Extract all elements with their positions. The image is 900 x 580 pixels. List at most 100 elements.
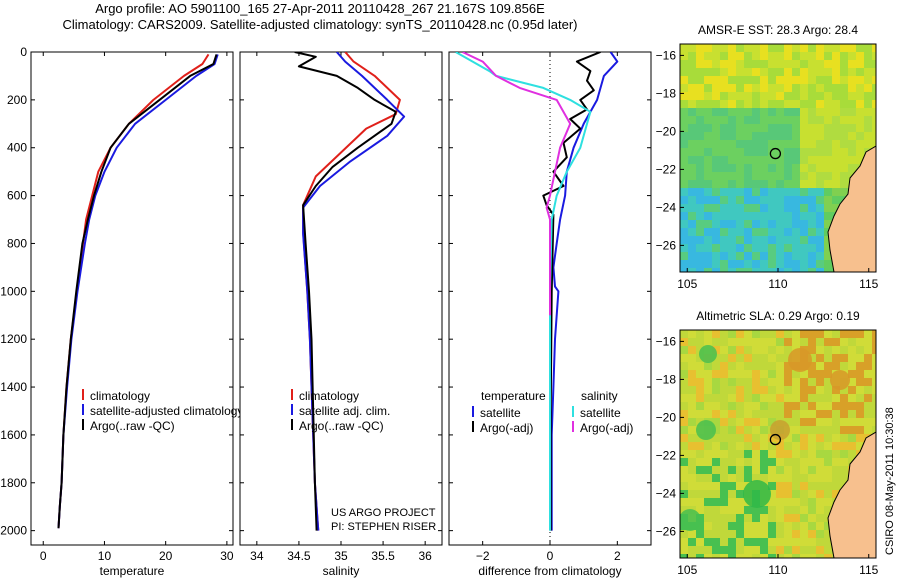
sla_map-cell <box>712 538 720 546</box>
sla_map-cell <box>824 458 832 466</box>
sst_map-cell <box>760 108 768 116</box>
sst_map-cell <box>720 156 728 164</box>
sla_map-cell <box>808 402 816 410</box>
sla_map-cell <box>736 354 744 362</box>
difference-legend-title: temperature <box>481 389 546 403</box>
sst_map-cell <box>792 268 800 272</box>
sst_map-cell <box>688 204 696 212</box>
sst_map-cell <box>824 132 832 140</box>
sst_map-cell <box>776 140 784 148</box>
sst_map-cell <box>704 140 712 148</box>
sla_map-cell <box>752 474 760 482</box>
sla_map-cell <box>824 530 832 538</box>
sla_map-cell <box>712 394 720 402</box>
sst_map-cell <box>824 252 832 260</box>
sst_map-cell <box>696 180 704 188</box>
sla_map-cell <box>760 530 768 538</box>
sla_map-cell <box>712 466 720 474</box>
sst_map-cell <box>688 100 696 108</box>
sla_map-cell <box>728 330 736 338</box>
sst_map-cell <box>752 220 760 228</box>
sst_map-cell <box>760 84 768 92</box>
sst_map-cell <box>872 100 876 108</box>
sst_map-cell <box>824 244 832 252</box>
sla_map-cell <box>696 370 704 378</box>
sst_map-cell <box>720 148 728 156</box>
sst_map-cell <box>704 204 712 212</box>
sst_map-cell <box>824 268 832 272</box>
sst_map-cell <box>688 196 696 204</box>
sst_map-cell <box>736 68 744 76</box>
sla_map-cell <box>712 506 720 514</box>
sst_map-cell <box>776 244 784 252</box>
sla_map-cell <box>728 482 736 490</box>
sst_map-cell <box>792 212 800 220</box>
sla_map-cell <box>736 410 744 418</box>
sst_map-cell <box>840 188 848 196</box>
sst_map-cell <box>824 52 832 60</box>
difference-xtick-label: −2 <box>476 549 490 563</box>
sla_map-cell <box>824 370 832 378</box>
sst_map-cell <box>712 148 720 156</box>
sst_map-cell <box>704 44 712 52</box>
sla_map-cell <box>752 338 760 346</box>
sla_map-cell <box>696 458 704 466</box>
sla_map-cell <box>680 482 688 490</box>
sla_map-cell <box>688 394 696 402</box>
sst_map-cell <box>696 164 704 172</box>
sla_map-cell <box>824 378 832 386</box>
sst_map-cell <box>808 132 816 140</box>
sla_map-cell <box>744 522 752 530</box>
sla_map-cell <box>856 434 864 442</box>
sst_map-cell <box>760 244 768 252</box>
sst_map-cell <box>808 148 816 156</box>
sla_map-cell <box>728 354 736 362</box>
sst_map-cell <box>792 236 800 244</box>
sla_map-cell <box>768 354 776 362</box>
sst_map-cell <box>680 76 688 84</box>
sst_map-cell <box>680 196 688 204</box>
sst_map-cell <box>696 228 704 236</box>
sst_map-cell <box>720 100 728 108</box>
sla_map-cell <box>864 330 872 338</box>
sst_map-cell <box>760 228 768 236</box>
sst_map-cell <box>848 140 856 148</box>
sla_map-cell <box>696 442 704 450</box>
sla_map-cell <box>808 530 816 538</box>
sst_map-cell <box>704 100 712 108</box>
sla_map-cell <box>720 482 728 490</box>
sla_map-cell <box>808 538 816 546</box>
sla_map-cell <box>864 338 872 346</box>
sla_map-cell <box>784 330 792 338</box>
sst_map-cell <box>816 188 824 196</box>
sst_map-cell <box>776 116 784 124</box>
sst_map-cell <box>696 220 704 228</box>
sst_map-cell <box>792 244 800 252</box>
sst_map-cell <box>752 84 760 92</box>
sst_map-cell <box>680 260 688 268</box>
sst_map-cell <box>712 156 720 164</box>
sla_map-cell <box>856 394 864 402</box>
sst_map-cell <box>824 68 832 76</box>
sla_map-anomaly-blob <box>830 370 850 390</box>
sst_map-cell <box>856 44 864 52</box>
sst_map-cell <box>800 244 808 252</box>
sla_map-cell <box>712 490 720 498</box>
sla_map-cell <box>712 378 720 386</box>
sla_map-cell <box>848 354 856 362</box>
sla_map-cell <box>776 458 784 466</box>
sst_map-cell <box>872 116 876 124</box>
sla_map-cell <box>872 386 876 394</box>
sla_map-cell <box>712 402 720 410</box>
sla_map-cell <box>872 378 876 386</box>
sst_map-cell <box>704 92 712 100</box>
sla_map-cell <box>752 506 760 514</box>
sla_map-cell <box>688 490 696 498</box>
sla_map-cell <box>792 554 800 558</box>
sst_map-cell <box>776 228 784 236</box>
sla_map-cell <box>872 338 876 346</box>
sst_map-cell <box>760 156 768 164</box>
sst_map-cell <box>712 220 720 228</box>
sla_map-cell <box>704 490 712 498</box>
sst_map-cell <box>792 196 800 204</box>
